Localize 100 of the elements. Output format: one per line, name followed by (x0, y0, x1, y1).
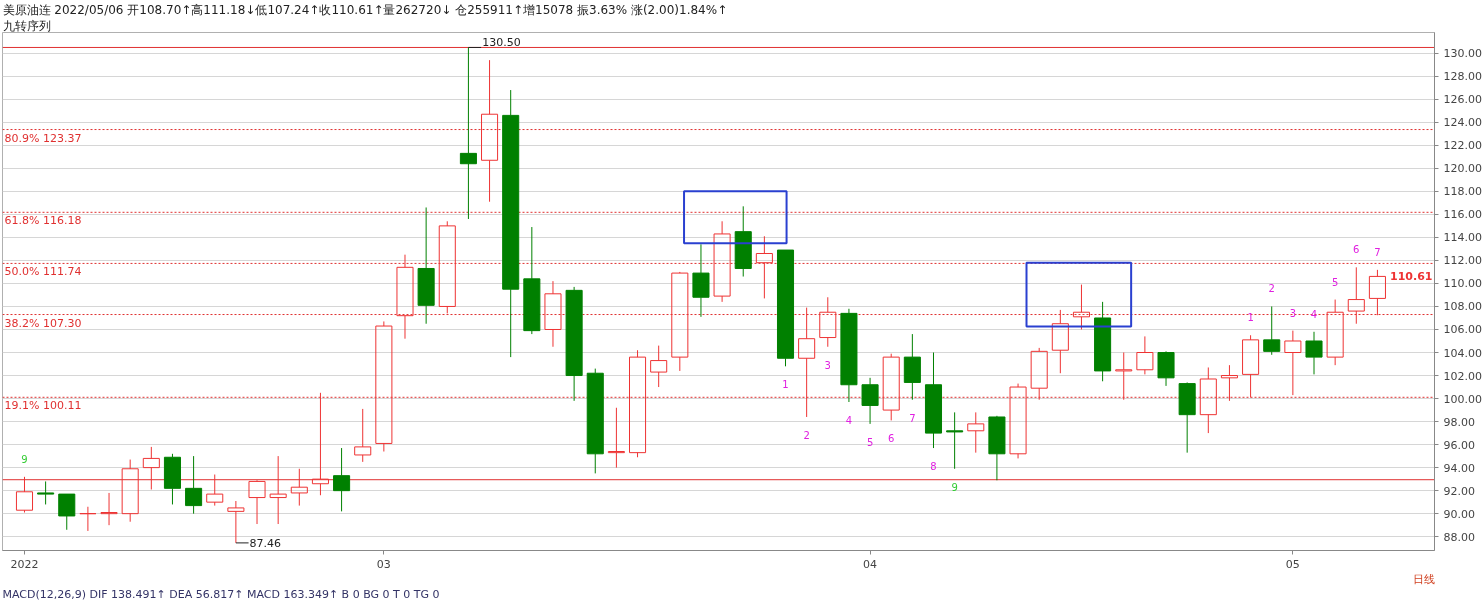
annotation: 87.46 (249, 536, 282, 550)
y-tick-label: 110.00 (1443, 277, 1482, 291)
chart-title: 美原油连 2022/05/06 开108.70↑高111.18↓低107.24↑收110.61↑量262720↓ 仓255911↑增15078 振3.63% 涨(2.00)1.84%↑ (2, 2, 728, 17)
text: MACD(12,26,9) DIF 138.491↑ DEA 56.817↑ MACD 163.349↑ B 0 BG 0 T 0 TG 0 (2, 587, 440, 600)
annotation: 4 (1310, 308, 1318, 320)
candlestick (1051, 309, 1069, 374)
candlestick (734, 205, 752, 278)
candlestick (37, 480, 55, 505)
annotation: 4 (845, 415, 853, 427)
candlestick (1220, 364, 1238, 402)
y-tick-label: 118.00 (1443, 185, 1482, 199)
ref-line-label: 50.0% 111.74 (4, 265, 82, 279)
annotation: 2 (803, 429, 810, 441)
annotation: 9 (21, 453, 28, 465)
candlestick (798, 307, 816, 418)
ref-line-label: 80.9% 123.37 (4, 131, 82, 145)
y-tick-label: 102.00 (1443, 369, 1482, 383)
annotation: 5 (1331, 276, 1339, 288)
y-tick-label: 96.00 (1443, 438, 1475, 452)
candlestick (1136, 335, 1154, 375)
candlestick (861, 377, 879, 425)
candlestick (1263, 305, 1281, 356)
candlestick (1199, 366, 1217, 434)
y-tick-label: 124.00 (1443, 116, 1482, 130)
candlestick (692, 243, 710, 318)
annotation: 7 (1374, 246, 1381, 258)
y-tick-label: 114.00 (1443, 231, 1482, 245)
annotation: 6 (1353, 244, 1360, 256)
annotation: 9 (951, 481, 958, 493)
candlestick (1094, 301, 1112, 382)
candlestick (142, 446, 160, 490)
candlestick (544, 280, 562, 348)
y-tick-label: 120.00 (1443, 162, 1482, 176)
candlestick (967, 411, 985, 454)
candlestick (121, 459, 139, 523)
candlestick (607, 407, 625, 469)
candlestick (565, 286, 583, 402)
annotation: 6 (888, 433, 895, 445)
annotation: 1 (1247, 312, 1254, 324)
candlestick (290, 468, 308, 507)
candlestick (227, 500, 245, 544)
annotation: 7 (909, 412, 916, 424)
candlestick (1030, 347, 1048, 401)
candlestick (523, 226, 541, 335)
candlestick (333, 447, 351, 512)
candlestick (1368, 269, 1386, 316)
candlestick (586, 368, 604, 474)
candlestick (417, 206, 435, 325)
y-tick-label: 116.00 (1443, 208, 1482, 222)
candlestick (163, 453, 181, 505)
annotation: 8 (930, 461, 937, 473)
y-tick-label: 92.00 (1443, 484, 1475, 498)
candlestick (840, 308, 858, 403)
candlestick (650, 345, 668, 388)
candlestick (713, 220, 731, 303)
text: 110.61 (1390, 270, 1433, 284)
candlestick (79, 506, 97, 532)
candlestick (1178, 383, 1196, 454)
candlestick (311, 392, 329, 496)
annotation: 3 (1289, 307, 1297, 319)
candlestick (1242, 334, 1260, 398)
candlestick (100, 492, 118, 526)
candlestick (755, 235, 773, 299)
y-tick-label: 128.00 (1443, 70, 1482, 84)
annotation: 2 (1268, 283, 1275, 295)
y-tick-label: 126.00 (1443, 93, 1482, 107)
y-tick-label: 94.00 (1443, 461, 1475, 475)
y-tick-label: 108.00 (1443, 300, 1482, 314)
candlestick (375, 320, 393, 452)
ref-line-label: 61.8% 116.18 (4, 214, 82, 228)
candlestick (924, 352, 943, 449)
text: 日线 (1412, 572, 1435, 586)
annotation: 3 (824, 359, 831, 371)
x-tick-label: 2022 (10, 557, 39, 571)
candlestick (481, 59, 499, 203)
candlestick (1157, 352, 1175, 387)
candlestick (903, 333, 921, 401)
candlestick (946, 411, 964, 470)
candlestick (1347, 266, 1365, 325)
candlestick (248, 480, 266, 525)
candlestick (1072, 284, 1090, 330)
candlestick (1009, 383, 1027, 459)
candlestick (1305, 331, 1323, 375)
candlestick (185, 455, 203, 515)
annotation: 130.50 (482, 36, 521, 50)
annotation: 5 (866, 436, 874, 448)
y-tick-label: 98.00 (1443, 415, 1475, 429)
candlestick (58, 493, 76, 531)
candlestick (1284, 330, 1302, 396)
x-tick-label: 04 (863, 557, 878, 571)
y-tick-label: 112.00 (1443, 254, 1482, 268)
candlestick (459, 46, 477, 220)
ref-line-label: 19.1% 100.11 (4, 399, 82, 413)
candlestick (1115, 352, 1133, 401)
candlestick (396, 254, 414, 340)
candlestick (269, 455, 287, 525)
y-tick-label: 130.00 (1443, 47, 1482, 61)
candlestick (502, 89, 520, 358)
y-tick-label: 90.00 (1443, 507, 1475, 521)
x-tick-label: 05 (1285, 557, 1300, 571)
